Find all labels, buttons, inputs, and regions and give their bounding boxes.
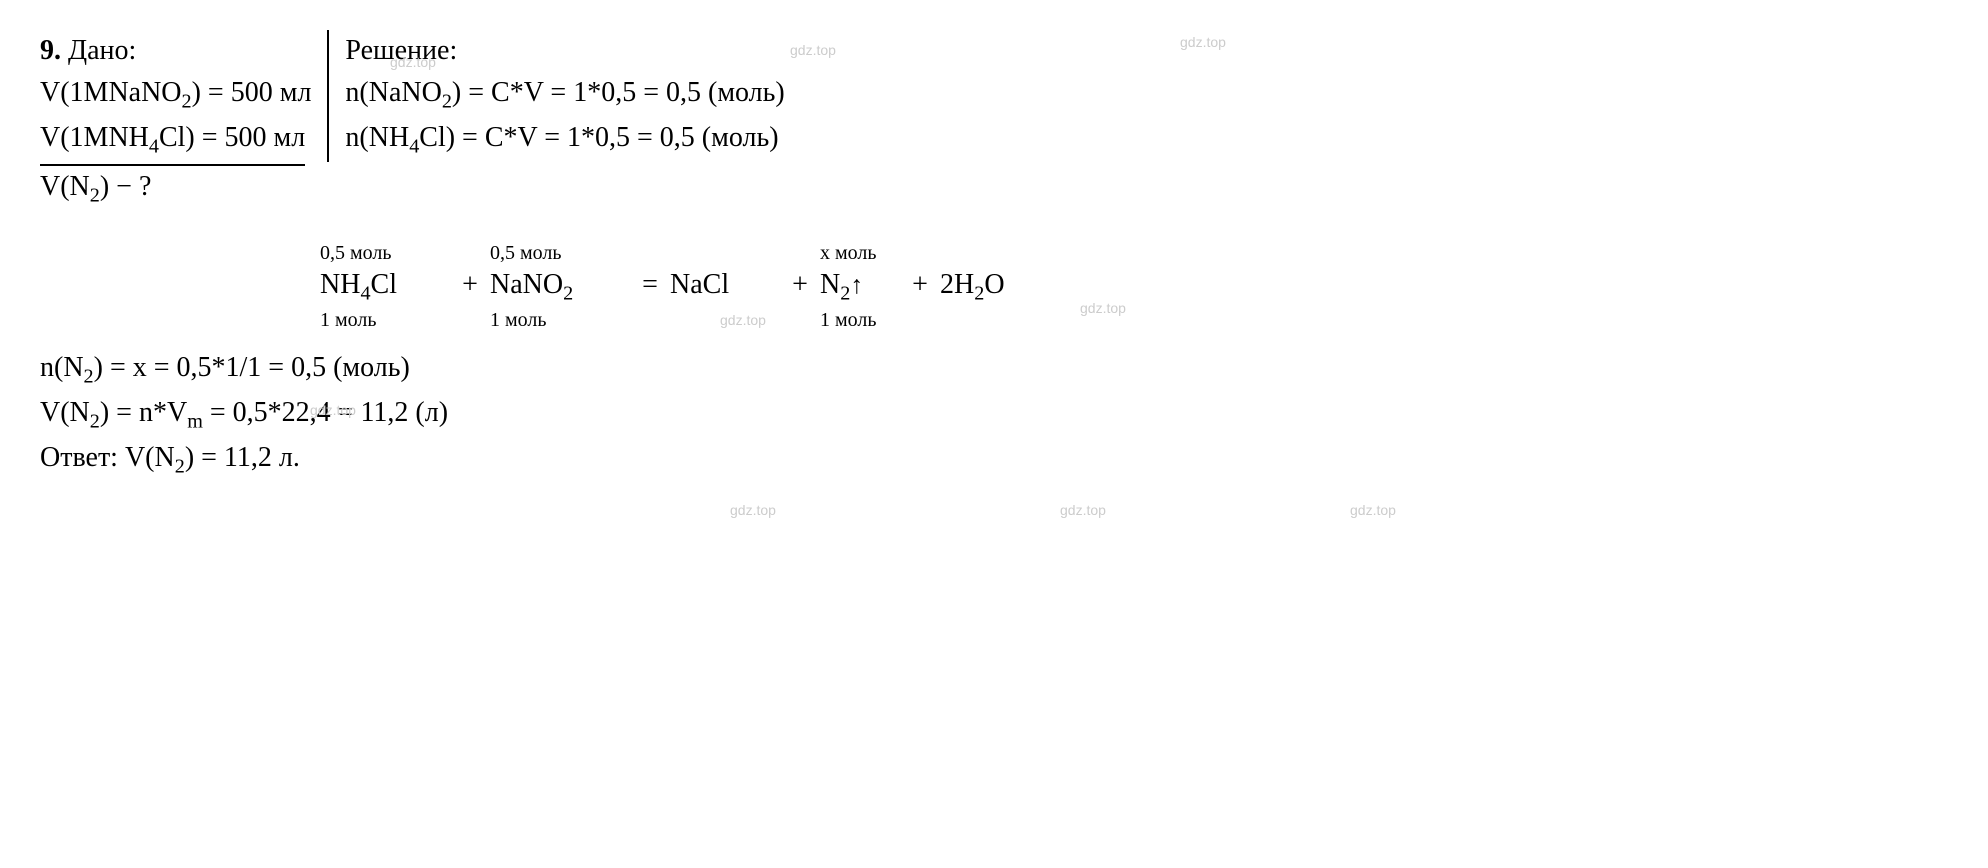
solution-line-2: n(NH4Cl) = C*V = 1*0,5 = 0,5 (моль) <box>345 117 784 162</box>
problem-number: 9. <box>40 35 61 66</box>
given-line-1: V(1MNaNO2) = 500 мл <box>40 72 311 117</box>
answer-line-3: Ответ: V(N2) = 11,2 л. <box>40 437 1948 482</box>
answer-block: n(N2) = x = 0,5*1/1 = 0,5 (моль) V(N2) =… <box>40 347 1948 481</box>
solution-label: Решение: <box>345 30 784 72</box>
watermark: gdz.top <box>1060 500 1106 521</box>
watermark: gdz.top <box>1350 500 1396 521</box>
answer-line-2: V(N2) = n*Vm = 0,5*22,4 = 11,2 (л) <box>40 392 1948 437</box>
given-find: V(N2) − ? <box>40 166 311 211</box>
solution-line-1: n(NaNO2) = C*V = 1*0,5 = 0,5 (моль) <box>345 72 784 117</box>
answer-line-1: n(N2) = x = 0,5*1/1 = 0,5 (моль) <box>40 347 1948 392</box>
given-label: Дано: <box>68 35 136 66</box>
given-line-2: V(1MNH4Cl) = 500 мл <box>40 117 311 166</box>
given-block: 9. Дано: V(1MNaNO2) = 500 мл V(1MNH4Cl) … <box>40 30 327 210</box>
equation-block: 0,5 моль 0,5 моль x моль NH4Cl + NaNO2 =… <box>320 238 1948 335</box>
watermark: gdz.top <box>730 500 776 521</box>
equation-main: NH4Cl + NaNO2 = NaCl + N2↑ + 2H2O <box>320 264 1948 309</box>
solution-block: Решение: n(NaNO2) = C*V = 1*0,5 = 0,5 (м… <box>327 30 784 162</box>
equation-annot-bottom: 1 моль 1 моль 1 моль <box>320 305 1948 335</box>
